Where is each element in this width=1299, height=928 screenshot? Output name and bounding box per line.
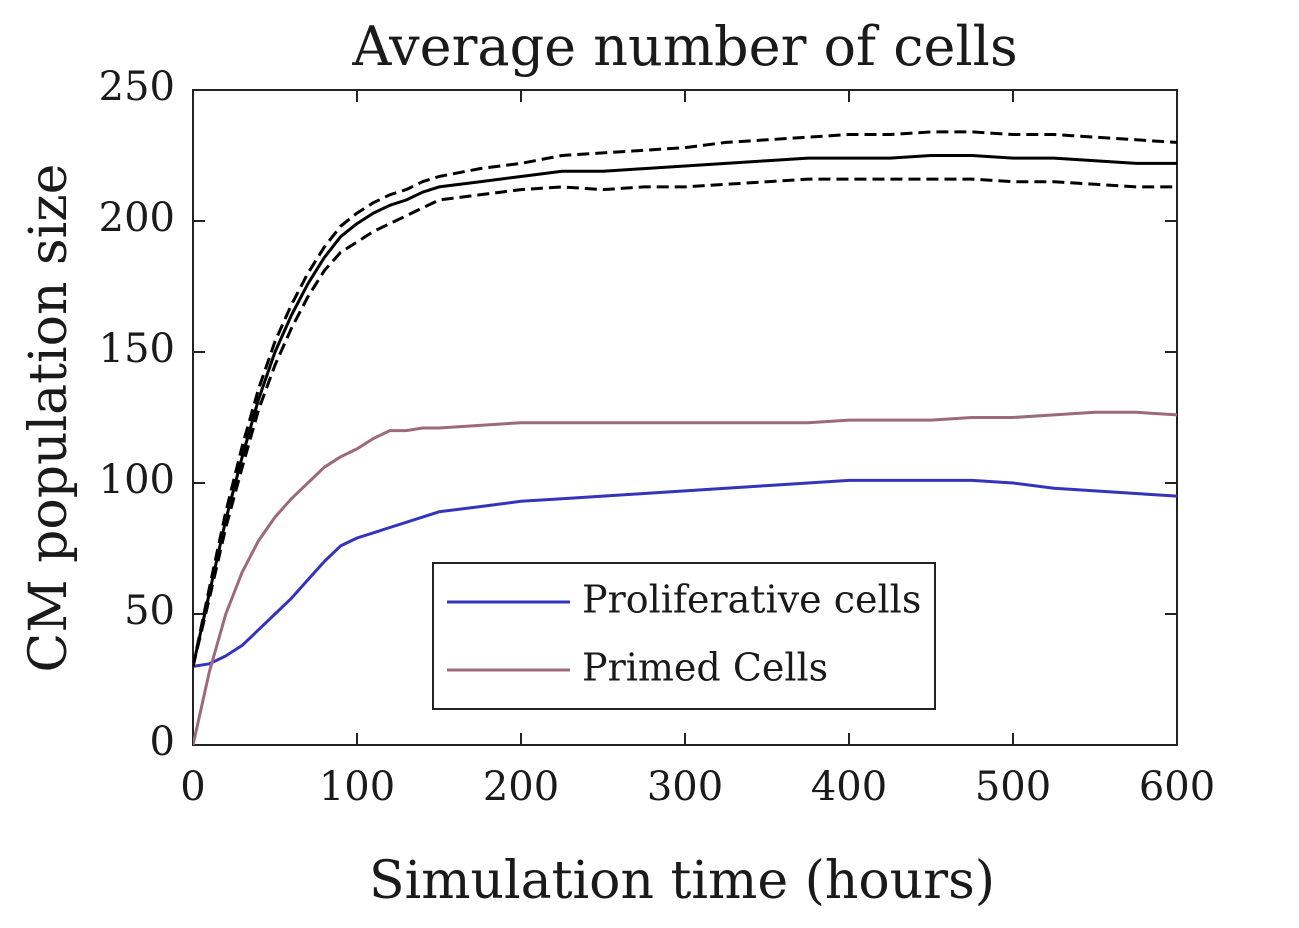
series-line-total-lower [193, 177, 1177, 667]
x-tick-label: 600 [1139, 764, 1215, 810]
x-tick-label: 500 [975, 764, 1051, 810]
x-tick-label: 300 [647, 764, 723, 810]
x-tick-label: 200 [483, 764, 559, 810]
axis-tick-labels: 0 100 200 300 400 500 600 0 50 100 150 200 250 [99, 64, 1216, 810]
y-tick-label: 150 [99, 326, 175, 372]
x-tick-label: 0 [180, 764, 205, 810]
series-line-total-mean [193, 154, 1177, 667]
axis-ticks [192, 89, 1178, 746]
legend-box [432, 562, 936, 710]
y-tick-label: 0 [150, 719, 175, 765]
y-tick-label: 50 [124, 588, 175, 634]
x-tick-label: 100 [319, 764, 395, 810]
series-line-primed [193, 410, 1177, 745]
y-tick-label: 200 [99, 195, 175, 241]
series-line-proliferative [193, 478, 1177, 668]
y-axis-label: CM population size [19, 164, 79, 673]
x-axis-label: Simulation time (hours) [369, 851, 995, 911]
legend: Proliferative cells Primed Cells [432, 562, 936, 710]
chart-title: Average number of cells [351, 15, 1017, 78]
y-tick-label: 250 [99, 64, 175, 110]
series-layer [193, 130, 1177, 745]
y-tick-label: 100 [99, 457, 175, 503]
legend-label-proliferative: Proliferative cells [582, 578, 921, 622]
x-tick-label: 400 [811, 764, 887, 810]
legend-label-primed: Primed Cells [582, 646, 828, 690]
